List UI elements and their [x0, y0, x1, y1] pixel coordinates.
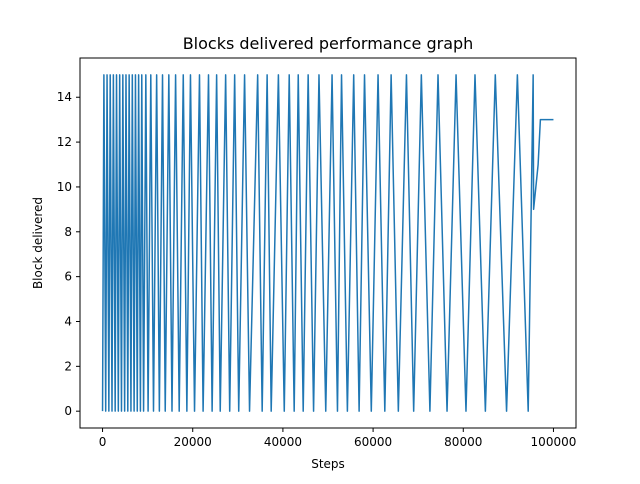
x-tick-label: 40000 — [264, 435, 302, 449]
x-tick-label: 60000 — [354, 435, 392, 449]
y-axis-label: Block delivered — [31, 197, 45, 289]
x-tick-label: 80000 — [444, 435, 482, 449]
plot-area — [79, 57, 577, 429]
y-tick-label: 4 — [64, 314, 72, 328]
y-tick-label: 8 — [64, 225, 72, 239]
axes-layer: 0 20000 40000 60000 80000 100000 0 2 4 6 8 10 12 14 — [57, 90, 577, 449]
x-axis-label: Steps — [311, 457, 345, 471]
x-tick-label: 0 — [99, 435, 107, 449]
y-tick-label: 6 — [64, 270, 72, 284]
x-tick-label: 100000 — [531, 435, 577, 449]
series-line — [101, 74, 554, 412]
y-tick-label: 12 — [57, 135, 72, 149]
plot-frame — [79, 57, 577, 429]
chart-title: Blocks delivered performance graph — [183, 34, 474, 53]
y-tick-label: 10 — [57, 180, 72, 194]
y-tick-label: 0 — [64, 404, 72, 418]
y-tick-label: 14 — [57, 90, 72, 104]
y-tick-label: 2 — [64, 359, 72, 373]
x-tick-label: 20000 — [174, 435, 212, 449]
series-layer — [101, 74, 554, 412]
